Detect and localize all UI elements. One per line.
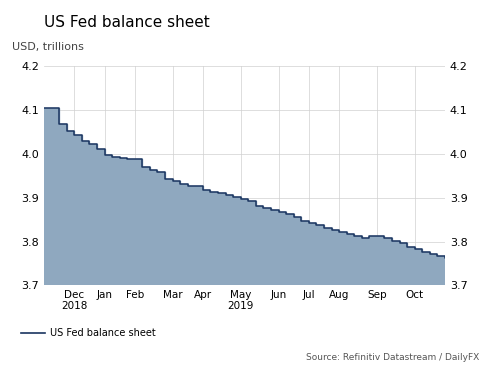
Text: USD, trillions: USD, trillions <box>12 42 83 52</box>
Legend: US Fed balance sheet: US Fed balance sheet <box>17 324 159 342</box>
Text: Source: Refinitiv Datastream / DailyFX: Source: Refinitiv Datastream / DailyFX <box>305 353 478 362</box>
Text: US Fed balance sheet: US Fed balance sheet <box>44 15 209 30</box>
